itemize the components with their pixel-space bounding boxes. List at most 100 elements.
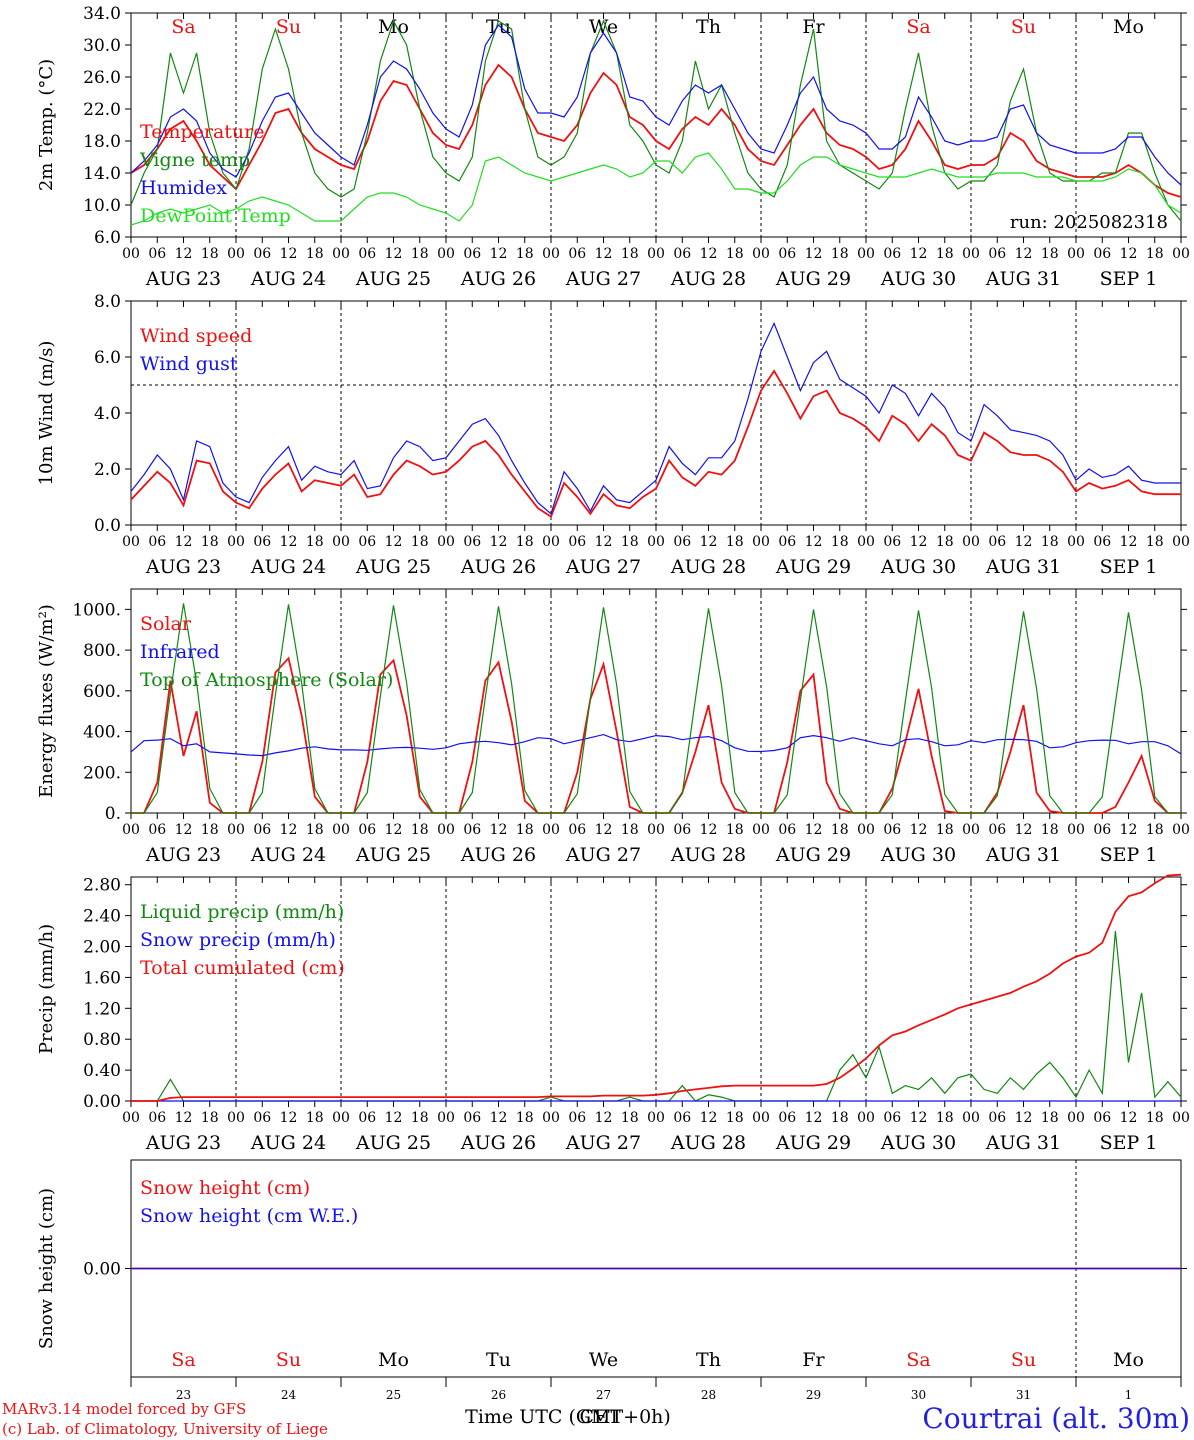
legend-entry: Top of Atmosphere (Solar) bbox=[140, 669, 393, 691]
hour-tick-label: 06 bbox=[253, 246, 271, 262]
hour-tick-label: 06 bbox=[883, 822, 901, 838]
hour-tick-label: 12 bbox=[595, 822, 613, 838]
hour-tick-label: 12 bbox=[805, 534, 823, 550]
hour-tick-label: 18 bbox=[1041, 822, 1059, 838]
hour-tick-label: 06 bbox=[358, 246, 376, 262]
date-label: AUG 30 bbox=[880, 556, 956, 578]
hour-tick-label: 12 bbox=[385, 246, 403, 262]
y-tick-label: 4.0 bbox=[94, 404, 121, 424]
series-line bbox=[131, 873, 1182, 1102]
hour-tick-label: 00 bbox=[962, 246, 980, 262]
credit-line-1: MARv3.14 model forced by GFS bbox=[2, 1400, 246, 1418]
hour-tick-label: 00 bbox=[122, 1110, 140, 1126]
date-label: AUG 28 bbox=[670, 844, 746, 866]
legend-entry: Snow height (cm W.E.) bbox=[140, 1205, 358, 1227]
hour-tick-label: 12 bbox=[1015, 822, 1033, 838]
hour-tick-label: 00 bbox=[647, 822, 665, 838]
weekday-label: Mo bbox=[378, 1349, 409, 1371]
hour-tick-label: 06 bbox=[358, 534, 376, 550]
hour-tick-label: 18 bbox=[831, 534, 849, 550]
hour-tick-label: 18 bbox=[831, 246, 849, 262]
hour-tick-label: 18 bbox=[201, 822, 219, 838]
hour-tick-label: 06 bbox=[778, 246, 796, 262]
hour-tick-label: 18 bbox=[306, 534, 324, 550]
panel-2: 0.0 2.0 4.0 6.0 8.0 10m Wind (m/s) 00 06 12 18 00 0… bbox=[36, 292, 1190, 578]
hour-tick-label: 12 bbox=[490, 822, 508, 838]
series-line bbox=[130, 733, 1182, 757]
y-axis-label: Snow height (cm) bbox=[36, 1188, 57, 1349]
date-label: AUG 28 bbox=[670, 1132, 746, 1154]
date-label: AUG 27 bbox=[565, 268, 641, 290]
station-label: Courtrai (alt. 30m) bbox=[922, 1402, 1190, 1435]
hour-tick-label: 18 bbox=[831, 822, 849, 838]
date-label: AUG 24 bbox=[250, 1132, 326, 1154]
weekday-label: Fr bbox=[802, 1349, 825, 1371]
hour-tick-label: 18 bbox=[516, 822, 534, 838]
hour-tick-label: 00 bbox=[122, 246, 140, 262]
hour-tick-label: 12 bbox=[490, 246, 508, 262]
hour-tick-label: 00 bbox=[752, 1110, 770, 1126]
hour-tick-label: 12 bbox=[910, 1110, 928, 1126]
hour-tick-label: 06 bbox=[148, 822, 166, 838]
day-number-label: 25 bbox=[386, 1388, 401, 1402]
hour-tick-label: 18 bbox=[726, 534, 744, 550]
hour-tick-label: 00 bbox=[227, 822, 245, 838]
legend-entry: Total cumulated (cm) bbox=[140, 957, 345, 979]
hour-tick-label: 00 bbox=[857, 1110, 875, 1126]
hour-tick-label: 18 bbox=[516, 1110, 534, 1126]
day-number-label: 26 bbox=[491, 1388, 506, 1402]
hour-tick-label: 00 bbox=[227, 1110, 245, 1126]
y-tick-label: 26.0 bbox=[83, 68, 121, 88]
date-label: AUG 25 bbox=[355, 556, 431, 578]
weekday-label: We bbox=[589, 16, 618, 38]
hour-tick-label: 18 bbox=[201, 534, 219, 550]
hour-tick-label: 06 bbox=[463, 534, 481, 550]
date-label: AUG 28 bbox=[670, 556, 746, 578]
hour-tick-label: 12 bbox=[490, 1110, 508, 1126]
y-tick-label: 34.0 bbox=[83, 4, 121, 24]
hour-tick-label: 00 bbox=[332, 822, 350, 838]
hour-tick-label: 12 bbox=[1120, 246, 1138, 262]
series-line bbox=[131, 603, 1181, 814]
date-label: AUG 23 bbox=[145, 1132, 221, 1154]
date-label: AUG 24 bbox=[250, 556, 326, 578]
hour-tick-label: 00 bbox=[437, 822, 455, 838]
weekday-label: Sa bbox=[171, 1349, 195, 1371]
hour-tick-label: 06 bbox=[148, 1110, 166, 1126]
hour-tick-label: 06 bbox=[568, 822, 586, 838]
weekday-label: Th bbox=[696, 16, 721, 38]
series-line bbox=[130, 24, 1182, 186]
plot-frame bbox=[130, 300, 1182, 526]
hour-tick-label: 00 bbox=[437, 246, 455, 262]
date-label: SEP 1 bbox=[1100, 268, 1158, 290]
hour-tick-label: 12 bbox=[385, 822, 403, 838]
weekday-label: Tu bbox=[486, 16, 511, 38]
hour-tick-label: 18 bbox=[726, 822, 744, 838]
hour-tick-label: 12 bbox=[385, 1110, 403, 1126]
hour-tick-label: 06 bbox=[778, 534, 796, 550]
y-tick-label: 1000. bbox=[72, 600, 121, 620]
hour-tick-label: 12 bbox=[805, 246, 823, 262]
hour-tick-label: 18 bbox=[516, 246, 534, 262]
y-axis-label: 2m Temp. (°C) bbox=[36, 59, 57, 191]
hour-tick-label: 18 bbox=[306, 822, 324, 838]
day-number-label: 24 bbox=[281, 1388, 297, 1402]
y-tick-label: 600. bbox=[83, 682, 121, 702]
day-number-label: 28 bbox=[701, 1388, 716, 1402]
hour-tick-label: 18 bbox=[831, 1110, 849, 1126]
y-tick-label: 6.0 bbox=[94, 228, 121, 248]
series-line bbox=[130, 19, 1182, 222]
hour-tick-label: 18 bbox=[411, 1110, 429, 1126]
date-label: AUG 26 bbox=[460, 268, 536, 290]
hour-tick-label: 18 bbox=[936, 822, 954, 838]
hour-tick-label: 18 bbox=[621, 822, 639, 838]
hour-tick-label: 00 bbox=[752, 534, 770, 550]
panel-4: 0.00 0.40 0.80 1.20 1.60 2.00 2.40 2.80 Precip (… bbox=[36, 873, 1190, 1154]
hour-tick-label: 00 bbox=[227, 246, 245, 262]
hour-tick-label: 00 bbox=[647, 1110, 665, 1126]
date-label: AUG 29 bbox=[775, 1132, 851, 1154]
hour-tick-label: 12 bbox=[280, 246, 298, 262]
y-tick-label: 1.60 bbox=[83, 968, 121, 988]
hour-tick-label: 12 bbox=[595, 1110, 613, 1126]
hour-tick-label: 06 bbox=[883, 534, 901, 550]
